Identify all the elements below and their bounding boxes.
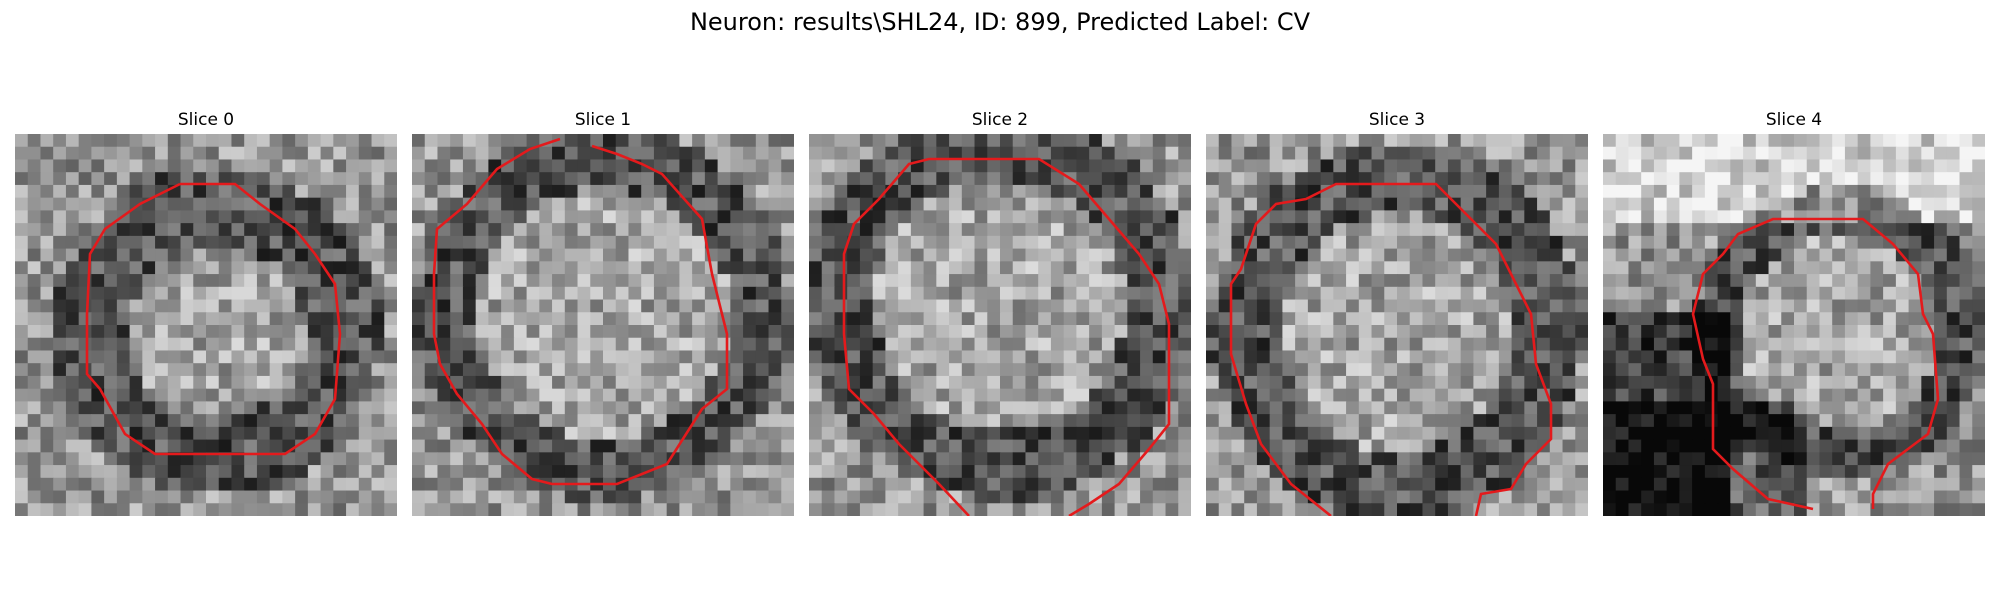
slice-title: Slice 1 <box>574 110 632 130</box>
figure-title: Neuron: results\SHL24, ID: 899, Predicte… <box>689 8 1311 36</box>
slice-image <box>1206 134 1588 516</box>
slice-image <box>15 134 397 516</box>
slice-panel-2: Slice 2 <box>809 108 1191 516</box>
slice-title: Slice 2 <box>971 110 1029 130</box>
slice-panel-3: Slice 3 <box>1206 108 1588 516</box>
slice-panel-1: Slice 1 <box>412 108 794 516</box>
slice-panel-4: Slice 4 <box>1603 108 1985 516</box>
slice-image <box>809 134 1191 516</box>
slice-title: Slice 3 <box>1368 110 1426 130</box>
slice-image <box>1603 134 1985 516</box>
slice-image <box>412 134 794 516</box>
slice-title: Slice 4 <box>1765 110 1823 130</box>
slice-title: Slice 0 <box>177 110 235 130</box>
slice-panel-0: Slice 0 <box>15 108 397 516</box>
